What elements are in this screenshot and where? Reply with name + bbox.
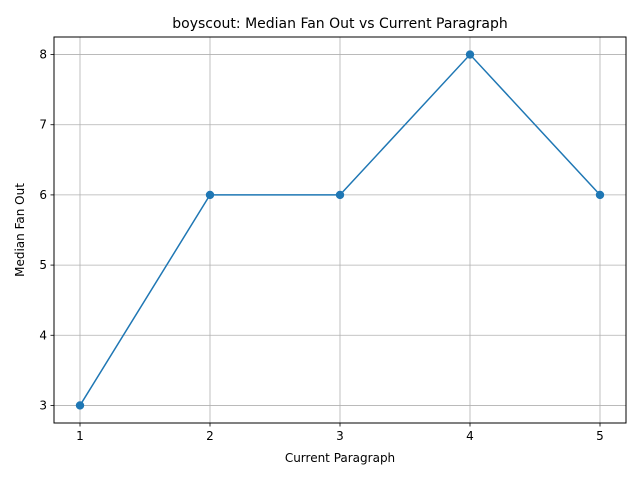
y-tick-label: 4 xyxy=(39,328,47,342)
series-layer xyxy=(75,50,605,410)
y-tick-label: 3 xyxy=(39,398,47,412)
x-tick-label: 2 xyxy=(206,429,214,443)
y-tick-label: 5 xyxy=(39,258,47,272)
y-tick-label: 7 xyxy=(39,118,47,132)
ticks: 1 2 3 4 5 3 4 5 6 7 8 xyxy=(39,48,603,443)
data-point xyxy=(75,401,85,410)
y-tick-label: 8 xyxy=(39,48,47,62)
data-point xyxy=(465,50,475,59)
x-tick-label: 1 xyxy=(76,429,84,443)
x-axis-title: Current Paragraph xyxy=(285,451,395,465)
y-tick-label: 6 xyxy=(39,188,47,202)
x-tick-label: 3 xyxy=(336,429,344,443)
data-point xyxy=(595,190,605,200)
x-tick-label: 4 xyxy=(466,429,474,443)
y-axis-title: Median Fan Out xyxy=(13,183,27,277)
data-point xyxy=(335,190,345,200)
chart-title: boyscout: Median Fan Out vs Current Para… xyxy=(172,16,507,32)
x-tick-label: 5 xyxy=(596,429,604,443)
data-point xyxy=(205,190,215,200)
